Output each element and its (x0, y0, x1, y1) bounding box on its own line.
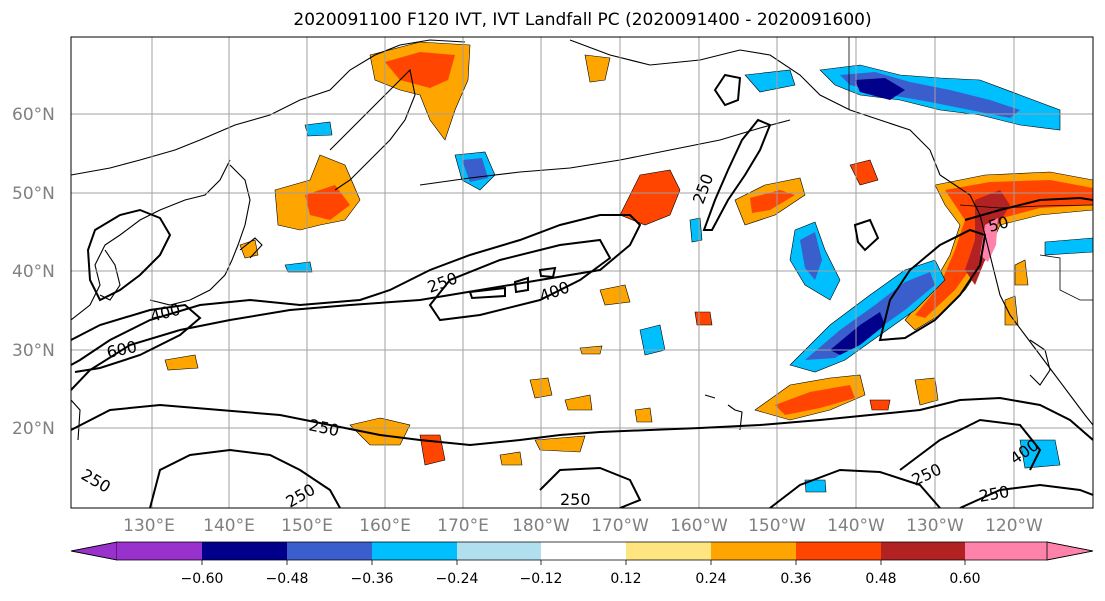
lon-label: 160°W (670, 516, 728, 536)
graticule (71, 37, 1093, 508)
lon-label: 170°W (591, 516, 649, 536)
colorbar-segment-10 (881, 542, 965, 560)
colorbar-segment-8 (711, 542, 796, 560)
colorbar-segment-6 (541, 542, 626, 560)
negative-anomaly-regions (284, 64, 1093, 493)
latitude-labels: 60°N 50°N 40°N 30°N 20°N (12, 105, 55, 439)
longitude-labels: 130°E 140°E 150°E 160°E 170°E 180°W 170°… (123, 516, 1043, 536)
positive-anomaly-regions (164, 41, 1093, 466)
lat-label: 30°N (12, 341, 55, 361)
lat-label: 20°N (12, 419, 55, 439)
colorbar-segment-5 (457, 542, 541, 560)
colorbar-segment-9 (796, 542, 881, 560)
lon-label: 170°E (437, 516, 489, 536)
colorbar-tick-label: −0.60 (181, 571, 224, 587)
colorbar-segment-11 (965, 542, 1047, 560)
colorbar-segment-0 (70, 541, 118, 561)
colorbar-segment-3 (287, 542, 372, 560)
colorbar-tick-label: 0.24 (695, 571, 726, 587)
colorbar-tick-label: −0.24 (436, 571, 479, 587)
colorbar: −0.60 −0.48 −0.36 −0.24 −0.12 0.12 0.24 … (70, 541, 1094, 587)
colorbar-segment-1 (117, 542, 202, 560)
colorbar-tick-label: 0.12 (610, 571, 641, 587)
plot-frame (70, 36, 1094, 509)
lon-label: 180°W (512, 516, 570, 536)
colorbar-segment-7 (626, 542, 711, 560)
colorbar-tick-label: 0.36 (780, 571, 811, 587)
ivt-contours (71, 73, 1093, 508)
lat-label: 40°N (12, 262, 55, 282)
colorbar-segment-4 (372, 542, 457, 560)
colorbar-tick-label: −0.48 (266, 571, 309, 587)
lon-label: 150°W (748, 516, 806, 536)
lat-label: 60°N (12, 105, 55, 125)
anomaly-region-central (619, 169, 681, 226)
colorbar-segment-12 (1046, 541, 1094, 561)
colorbar-tick-label: −0.12 (520, 571, 563, 587)
colorbar-segment-2 (202, 542, 287, 560)
lon-label: 130°W (906, 516, 964, 536)
contour-label: 250 (560, 490, 591, 509)
colorbar-tick-label: −0.36 (351, 571, 394, 587)
borders (848, 37, 1093, 301)
colorbar-tick-label: 0.60 (949, 571, 980, 587)
lon-label: 130°E (123, 516, 175, 536)
lon-label: 140°W (827, 516, 885, 536)
map-title: 2020091100 F120 IVT, IVT Landfall PC (20… (293, 10, 872, 30)
lon-label: 140°E (203, 516, 255, 536)
lat-label: 50°N (12, 184, 55, 204)
lon-label: 120°W (985, 516, 1043, 536)
lon-label: 150°E (281, 516, 333, 536)
contour-label: 50 (986, 212, 1011, 236)
lon-label: 160°E (359, 516, 411, 536)
colorbar-tick-label: 0.48 (865, 571, 896, 587)
